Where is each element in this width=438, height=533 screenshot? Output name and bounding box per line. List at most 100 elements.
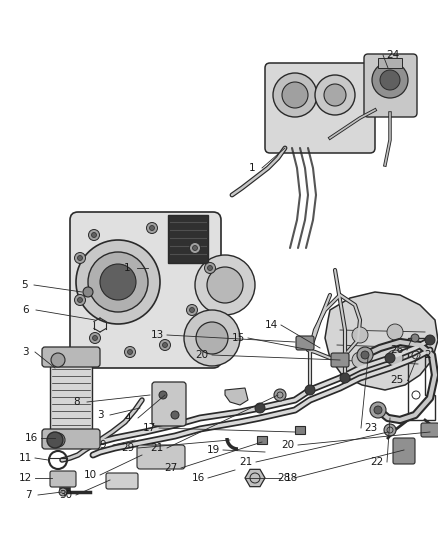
Circle shape <box>352 327 368 343</box>
Circle shape <box>425 335 435 345</box>
Circle shape <box>305 385 315 395</box>
Circle shape <box>159 340 170 351</box>
Text: 21: 21 <box>150 443 164 453</box>
Circle shape <box>89 333 100 343</box>
FancyBboxPatch shape <box>42 347 100 367</box>
Circle shape <box>78 297 82 303</box>
Circle shape <box>47 432 63 448</box>
Circle shape <box>184 310 240 366</box>
Circle shape <box>162 343 167 348</box>
Bar <box>50 355 92 435</box>
Circle shape <box>315 75 355 115</box>
Text: 7: 7 <box>25 490 31 500</box>
Bar <box>257 436 267 444</box>
Polygon shape <box>325 292 438 390</box>
Circle shape <box>372 62 408 98</box>
Text: 3: 3 <box>97 410 103 420</box>
Circle shape <box>149 225 155 230</box>
Polygon shape <box>225 388 248 405</box>
Circle shape <box>51 353 65 367</box>
Text: 21: 21 <box>240 457 253 467</box>
Circle shape <box>78 255 82 261</box>
Circle shape <box>411 334 419 342</box>
Circle shape <box>92 335 98 341</box>
Text: 13: 13 <box>150 330 164 340</box>
Bar <box>378 58 402 68</box>
FancyBboxPatch shape <box>265 63 375 153</box>
Circle shape <box>124 346 135 358</box>
FancyBboxPatch shape <box>106 473 138 489</box>
Circle shape <box>207 267 243 303</box>
Text: 10: 10 <box>83 470 96 480</box>
Circle shape <box>100 264 136 300</box>
Circle shape <box>190 308 194 312</box>
Circle shape <box>59 488 67 496</box>
Circle shape <box>352 352 368 368</box>
Text: 20: 20 <box>195 350 208 360</box>
Text: 18: 18 <box>284 473 298 483</box>
Circle shape <box>384 424 396 436</box>
Circle shape <box>74 253 85 263</box>
Circle shape <box>340 373 350 383</box>
Circle shape <box>380 70 400 90</box>
Circle shape <box>274 389 286 401</box>
Circle shape <box>83 287 93 297</box>
FancyBboxPatch shape <box>50 471 76 487</box>
Text: 28: 28 <box>277 473 291 483</box>
Circle shape <box>146 222 158 233</box>
Circle shape <box>88 252 148 312</box>
Text: 3: 3 <box>22 347 28 357</box>
Circle shape <box>88 230 99 240</box>
Circle shape <box>208 265 212 271</box>
Text: 15: 15 <box>231 333 245 343</box>
Circle shape <box>159 391 167 399</box>
FancyBboxPatch shape <box>364 54 417 117</box>
Circle shape <box>370 402 386 418</box>
Text: 27: 27 <box>164 463 178 473</box>
Text: 16: 16 <box>191 473 205 483</box>
FancyBboxPatch shape <box>421 423 438 437</box>
Text: 11: 11 <box>18 453 32 463</box>
Circle shape <box>192 246 198 251</box>
Text: 30: 30 <box>60 490 73 500</box>
Text: 12: 12 <box>18 473 32 483</box>
Text: 19: 19 <box>206 445 219 455</box>
FancyBboxPatch shape <box>70 212 221 368</box>
Circle shape <box>76 240 160 324</box>
Circle shape <box>324 84 346 106</box>
FancyBboxPatch shape <box>331 353 349 367</box>
Circle shape <box>374 406 382 414</box>
Circle shape <box>255 403 265 413</box>
Circle shape <box>282 82 308 108</box>
Text: 6: 6 <box>23 305 29 315</box>
Text: 14: 14 <box>265 320 278 330</box>
Text: 26: 26 <box>390 345 404 355</box>
Text: 20: 20 <box>282 440 295 450</box>
Text: 29: 29 <box>121 443 134 453</box>
FancyBboxPatch shape <box>137 445 185 469</box>
Circle shape <box>51 433 65 447</box>
Circle shape <box>196 322 228 354</box>
FancyBboxPatch shape <box>296 336 314 350</box>
FancyBboxPatch shape <box>152 382 186 426</box>
Circle shape <box>387 350 403 366</box>
Circle shape <box>385 353 395 363</box>
Text: 17: 17 <box>142 423 155 433</box>
Circle shape <box>171 411 179 419</box>
Text: 23: 23 <box>364 423 378 433</box>
Circle shape <box>357 347 373 363</box>
Circle shape <box>195 255 255 315</box>
Text: 5: 5 <box>21 280 27 290</box>
Text: 8: 8 <box>74 397 80 407</box>
Circle shape <box>187 304 198 316</box>
Text: 2: 2 <box>425 350 431 360</box>
Text: 1: 1 <box>124 263 131 273</box>
Text: 9: 9 <box>100 440 106 450</box>
Text: 1: 1 <box>249 163 255 173</box>
Circle shape <box>361 351 369 359</box>
Circle shape <box>205 262 215 273</box>
Text: 4: 4 <box>125 413 131 423</box>
Polygon shape <box>245 470 265 487</box>
Circle shape <box>273 73 317 117</box>
Circle shape <box>190 243 201 254</box>
